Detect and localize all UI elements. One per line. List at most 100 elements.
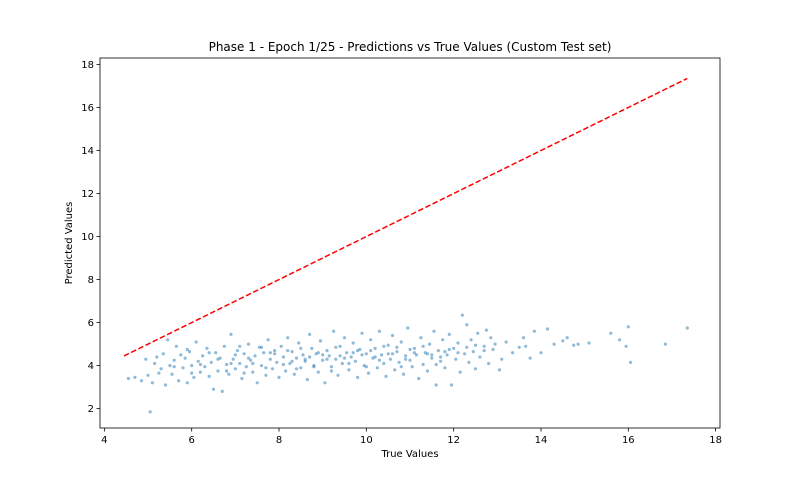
data-point xyxy=(447,332,451,336)
data-point xyxy=(203,365,207,369)
data-point xyxy=(510,351,515,355)
data-point xyxy=(454,357,458,361)
data-point xyxy=(233,353,237,357)
data-point xyxy=(259,345,264,349)
y-tick-label: 8 xyxy=(88,275,94,286)
data-point xyxy=(318,339,323,343)
data-point xyxy=(340,361,344,366)
data-point xyxy=(390,333,395,338)
data-point xyxy=(209,360,213,364)
data-point xyxy=(338,354,342,358)
data-point xyxy=(297,341,301,345)
data-point xyxy=(229,361,233,366)
y-axis: 2 4 6 8 10 12 14 16 18 xyxy=(81,60,100,415)
data-point xyxy=(292,372,296,376)
plot-frame xyxy=(99,57,721,429)
data-point xyxy=(163,383,168,387)
data-point xyxy=(449,383,454,387)
data-point xyxy=(521,336,526,340)
data-point xyxy=(244,365,248,369)
data-point xyxy=(456,341,460,345)
data-point xyxy=(445,353,449,357)
data-point xyxy=(469,338,473,342)
data-point xyxy=(504,340,508,344)
data-point xyxy=(251,370,255,374)
data-point xyxy=(288,361,292,366)
x-tick-label: 16 xyxy=(622,435,635,446)
x-axis: 4 6 8 10 12 14 16 18 xyxy=(101,428,722,446)
data-point xyxy=(624,344,628,348)
data-point xyxy=(133,375,137,379)
data-point xyxy=(334,357,338,361)
data-point xyxy=(404,357,408,361)
data-point xyxy=(456,351,460,355)
data-point xyxy=(220,389,224,393)
data-point xyxy=(484,328,488,332)
data-point xyxy=(390,352,395,356)
data-point xyxy=(384,374,388,378)
data-point xyxy=(185,381,189,385)
data-point xyxy=(198,370,202,374)
data-point xyxy=(565,336,569,340)
data-point xyxy=(310,346,314,350)
data-point xyxy=(406,326,410,330)
data-point xyxy=(401,372,406,376)
data-point xyxy=(264,373,268,377)
data-point xyxy=(153,361,157,366)
data-point xyxy=(170,372,174,376)
data-point xyxy=(268,357,272,361)
data-point xyxy=(460,313,464,317)
data-point xyxy=(421,362,425,367)
data-point xyxy=(146,373,150,377)
data-point xyxy=(329,369,333,373)
data-point xyxy=(214,351,218,355)
y-tick-label: 16 xyxy=(81,103,94,114)
data-point xyxy=(246,356,251,360)
data-point xyxy=(491,347,495,352)
data-point xyxy=(235,349,240,353)
data-point xyxy=(428,342,432,346)
data-point xyxy=(196,359,200,363)
data-point xyxy=(321,353,325,357)
data-point xyxy=(316,351,320,355)
x-tick-label: 14 xyxy=(535,435,548,446)
data-point xyxy=(238,361,242,366)
data-point xyxy=(338,344,342,348)
data-point xyxy=(351,351,355,355)
data-point xyxy=(375,366,379,370)
data-point xyxy=(414,353,419,357)
data-point xyxy=(185,347,189,352)
data-point xyxy=(356,349,360,353)
data-point xyxy=(443,350,447,354)
data-point xyxy=(281,355,285,359)
y-tick-label: 12 xyxy=(81,189,94,200)
data-point xyxy=(190,371,194,375)
data-point xyxy=(253,354,257,358)
data-point xyxy=(489,336,493,340)
points-layer xyxy=(126,313,689,414)
data-point xyxy=(386,343,390,347)
data-point xyxy=(342,356,347,360)
data-point xyxy=(439,359,443,363)
data-point xyxy=(216,369,220,373)
data-point xyxy=(382,344,386,348)
data-point xyxy=(225,362,229,367)
data-point xyxy=(441,338,445,342)
data-point xyxy=(246,342,251,346)
x-tick-label: 12 xyxy=(447,435,460,446)
data-point xyxy=(325,357,329,361)
data-point xyxy=(126,376,130,381)
data-point xyxy=(286,349,290,353)
data-point xyxy=(618,338,622,342)
data-point xyxy=(150,381,154,385)
data-point xyxy=(500,357,504,361)
data-point xyxy=(205,346,209,350)
data-point xyxy=(421,344,425,348)
data-point xyxy=(425,352,430,356)
chart-title: Phase 1 - Epoch 1/25 - Predictions vs Tr… xyxy=(209,40,612,54)
data-point xyxy=(264,366,268,370)
data-point xyxy=(388,357,392,361)
data-point xyxy=(290,359,294,363)
data-point xyxy=(609,331,613,335)
